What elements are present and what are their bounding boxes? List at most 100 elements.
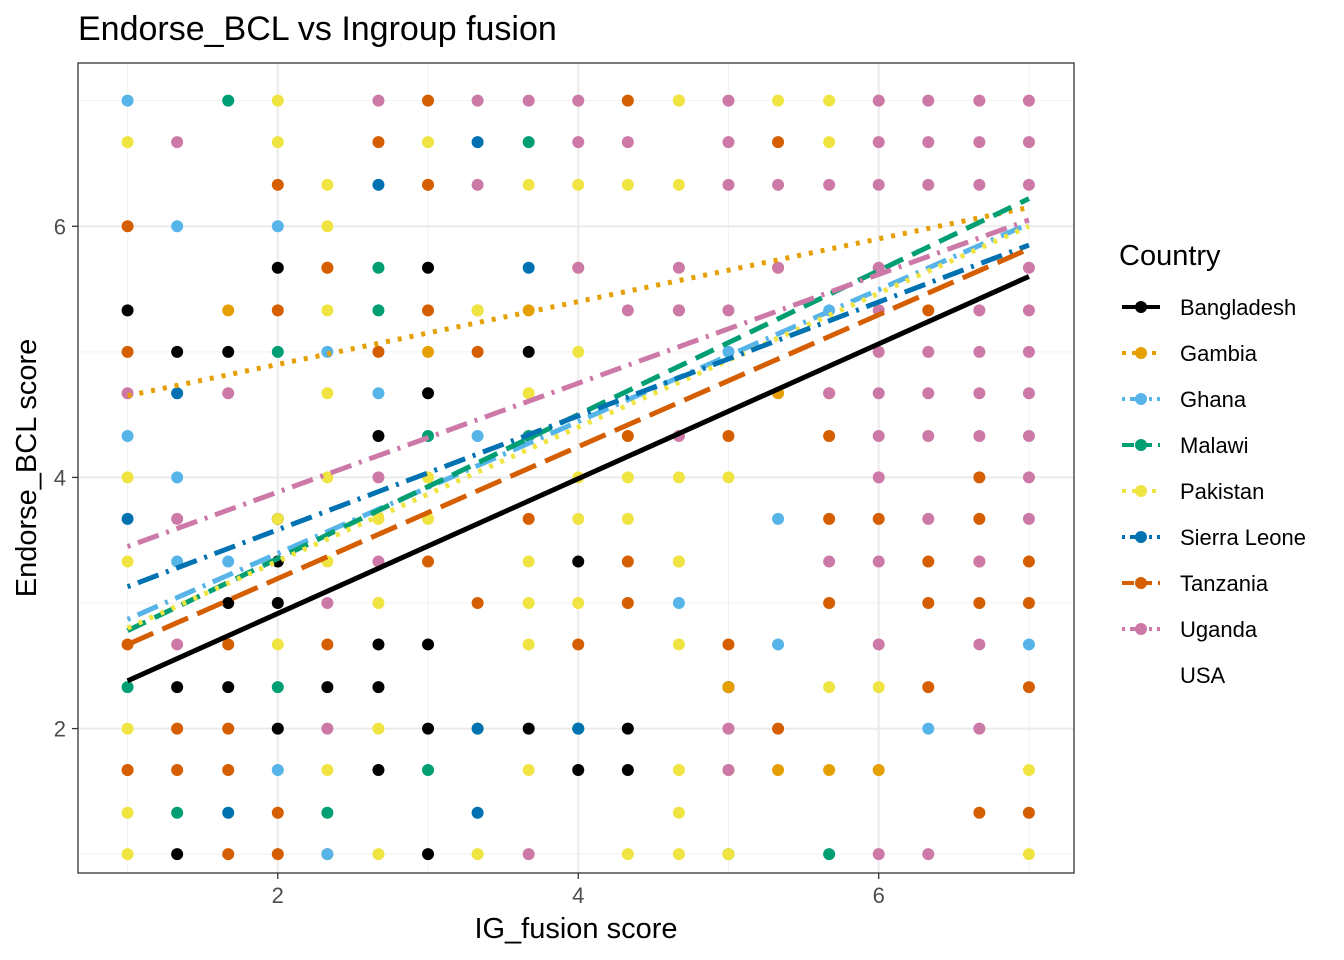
data-point bbox=[872, 471, 885, 484]
data-point bbox=[471, 304, 484, 317]
data-point bbox=[1022, 136, 1035, 149]
data-point bbox=[922, 597, 935, 609]
data-point bbox=[872, 136, 885, 149]
data-point bbox=[372, 387, 385, 400]
data-point bbox=[271, 94, 284, 107]
data-point bbox=[271, 220, 284, 233]
data-point bbox=[823, 681, 836, 694]
legend-key-point bbox=[1135, 485, 1147, 497]
data-point bbox=[922, 722, 935, 735]
data-point bbox=[271, 261, 284, 274]
data-point bbox=[171, 512, 184, 525]
trend-line bbox=[126, 246, 1030, 647]
data-point bbox=[621, 178, 634, 191]
data-point bbox=[121, 429, 134, 442]
data-point bbox=[422, 261, 435, 274]
data-point bbox=[973, 512, 986, 525]
data-point bbox=[372, 136, 385, 149]
data-point bbox=[422, 136, 435, 149]
data-point bbox=[422, 304, 435, 317]
data-point bbox=[672, 848, 685, 861]
data-point bbox=[121, 220, 134, 233]
legend-label: Uganda bbox=[1180, 617, 1258, 642]
data-point bbox=[222, 304, 235, 317]
data-point bbox=[672, 764, 685, 777]
data-point bbox=[722, 681, 735, 694]
legend-label: Malawi bbox=[1180, 433, 1248, 458]
data-point bbox=[823, 429, 836, 442]
x-axis-ticks: 2 4 6 bbox=[272, 873, 885, 908]
data-point bbox=[672, 555, 685, 568]
data-point bbox=[722, 848, 735, 861]
legend-label: Tanzania bbox=[1180, 571, 1269, 596]
data-point bbox=[372, 178, 385, 191]
x-axis-title: IG_fusion score bbox=[474, 913, 677, 945]
data-point bbox=[422, 764, 435, 777]
data-point bbox=[522, 512, 535, 525]
data-point bbox=[522, 722, 535, 735]
legend-key-point bbox=[1135, 393, 1147, 405]
data-point bbox=[171, 387, 184, 400]
legend-label: Ghana bbox=[1180, 387, 1247, 412]
data-point bbox=[621, 555, 634, 568]
data-point bbox=[621, 304, 634, 317]
data-point bbox=[672, 304, 685, 317]
data-point bbox=[872, 429, 885, 442]
data-point bbox=[121, 806, 134, 819]
data-point bbox=[572, 722, 585, 735]
data-point bbox=[772, 261, 785, 274]
data-point bbox=[772, 178, 785, 191]
data-point bbox=[722, 304, 735, 317]
data-point bbox=[372, 848, 385, 861]
data-point bbox=[422, 387, 435, 400]
data-point bbox=[572, 136, 585, 149]
data-point bbox=[222, 848, 235, 861]
legend-label: Pakistan bbox=[1180, 479, 1264, 504]
data-point bbox=[872, 94, 885, 107]
data-point bbox=[722, 429, 735, 442]
data-point bbox=[922, 178, 935, 191]
y-tick-label: 6 bbox=[54, 214, 66, 239]
data-point bbox=[471, 94, 484, 107]
plot-panel-border bbox=[77, 62, 1075, 874]
data-point bbox=[372, 94, 385, 107]
data-point bbox=[823, 597, 836, 609]
data-point bbox=[672, 806, 685, 819]
data-point bbox=[722, 345, 735, 358]
data-point bbox=[722, 136, 735, 149]
data-point bbox=[1022, 345, 1035, 358]
data-point bbox=[973, 136, 986, 149]
data-point bbox=[121, 555, 134, 568]
data-point bbox=[321, 764, 334, 777]
data-point bbox=[171, 764, 184, 777]
data-point bbox=[572, 597, 585, 609]
data-point bbox=[772, 764, 785, 777]
data-point bbox=[372, 471, 385, 484]
data-point bbox=[271, 304, 284, 317]
data-point bbox=[722, 764, 735, 777]
data-point bbox=[872, 555, 885, 568]
data-point bbox=[121, 345, 134, 358]
data-point bbox=[672, 597, 685, 609]
data-point bbox=[522, 261, 535, 274]
data-point bbox=[522, 387, 535, 400]
data-point bbox=[372, 764, 385, 777]
data-point bbox=[522, 555, 535, 568]
data-point bbox=[372, 722, 385, 735]
data-point bbox=[422, 722, 435, 735]
data-point bbox=[522, 764, 535, 777]
data-point bbox=[271, 806, 284, 819]
data-point bbox=[171, 471, 184, 484]
data-point bbox=[522, 178, 535, 191]
data-point bbox=[973, 345, 986, 358]
data-point bbox=[672, 178, 685, 191]
data-point bbox=[372, 261, 385, 274]
data-point bbox=[973, 806, 986, 819]
data-point bbox=[1022, 512, 1035, 525]
data-point bbox=[1022, 638, 1035, 651]
data-point bbox=[722, 94, 735, 107]
data-point bbox=[121, 764, 134, 777]
data-point bbox=[823, 136, 836, 149]
data-point bbox=[422, 178, 435, 191]
data-point bbox=[522, 597, 535, 609]
